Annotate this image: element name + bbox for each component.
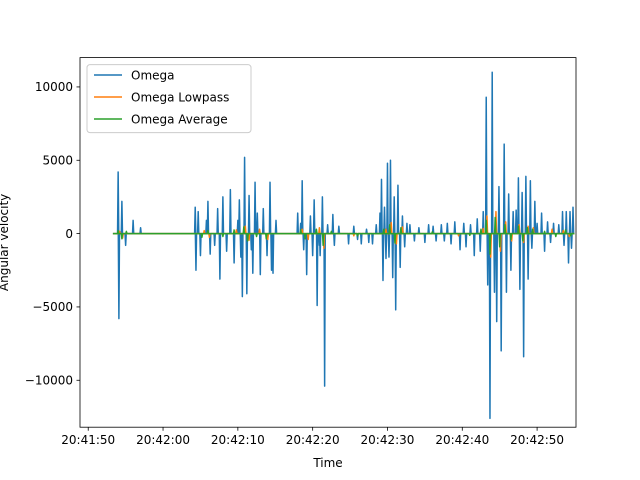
plot-frame <box>79 57 577 428</box>
y-axis-label: Angular velocity <box>0 194 11 291</box>
legend-box <box>86 64 252 134</box>
legend-label: Omega Average <box>131 112 228 126</box>
y-axis: −10000 −5000 0 5000 10000 <box>25 80 80 388</box>
legend-label: Omega Lowpass <box>131 90 229 104</box>
y-tick-label: 0 <box>65 227 73 241</box>
x-tick-label: 20:42:10 <box>211 433 265 447</box>
series-line-omega-average <box>112 216 575 255</box>
x-tick-label: 20:41:50 <box>61 433 115 447</box>
plot-lines <box>112 71 575 420</box>
x-tick-label: 20:42:40 <box>435 433 489 447</box>
x-tick-label: 20:42:50 <box>510 433 564 447</box>
y-tick-label: −5000 <box>32 300 73 314</box>
x-axis: 20:41:50 20:42:00 20:42:10 20:42:20 20:42:30… <box>61 427 564 447</box>
legend: Omega Omega Lowpass Omega Average <box>86 64 252 134</box>
x-tick-label: 20:42:30 <box>361 433 415 447</box>
y-tick-label: −10000 <box>25 374 73 388</box>
y-tick-label: 10000 <box>35 80 73 94</box>
y-tick-label: 5000 <box>42 154 73 168</box>
x-axis-label: Time <box>312 456 342 470</box>
x-tick-label: 20:42:20 <box>286 433 340 447</box>
x-tick-label: 20:42:00 <box>136 433 190 447</box>
legend-label: Omega <box>131 68 175 82</box>
series-line-omega-lowpass <box>112 210 575 258</box>
